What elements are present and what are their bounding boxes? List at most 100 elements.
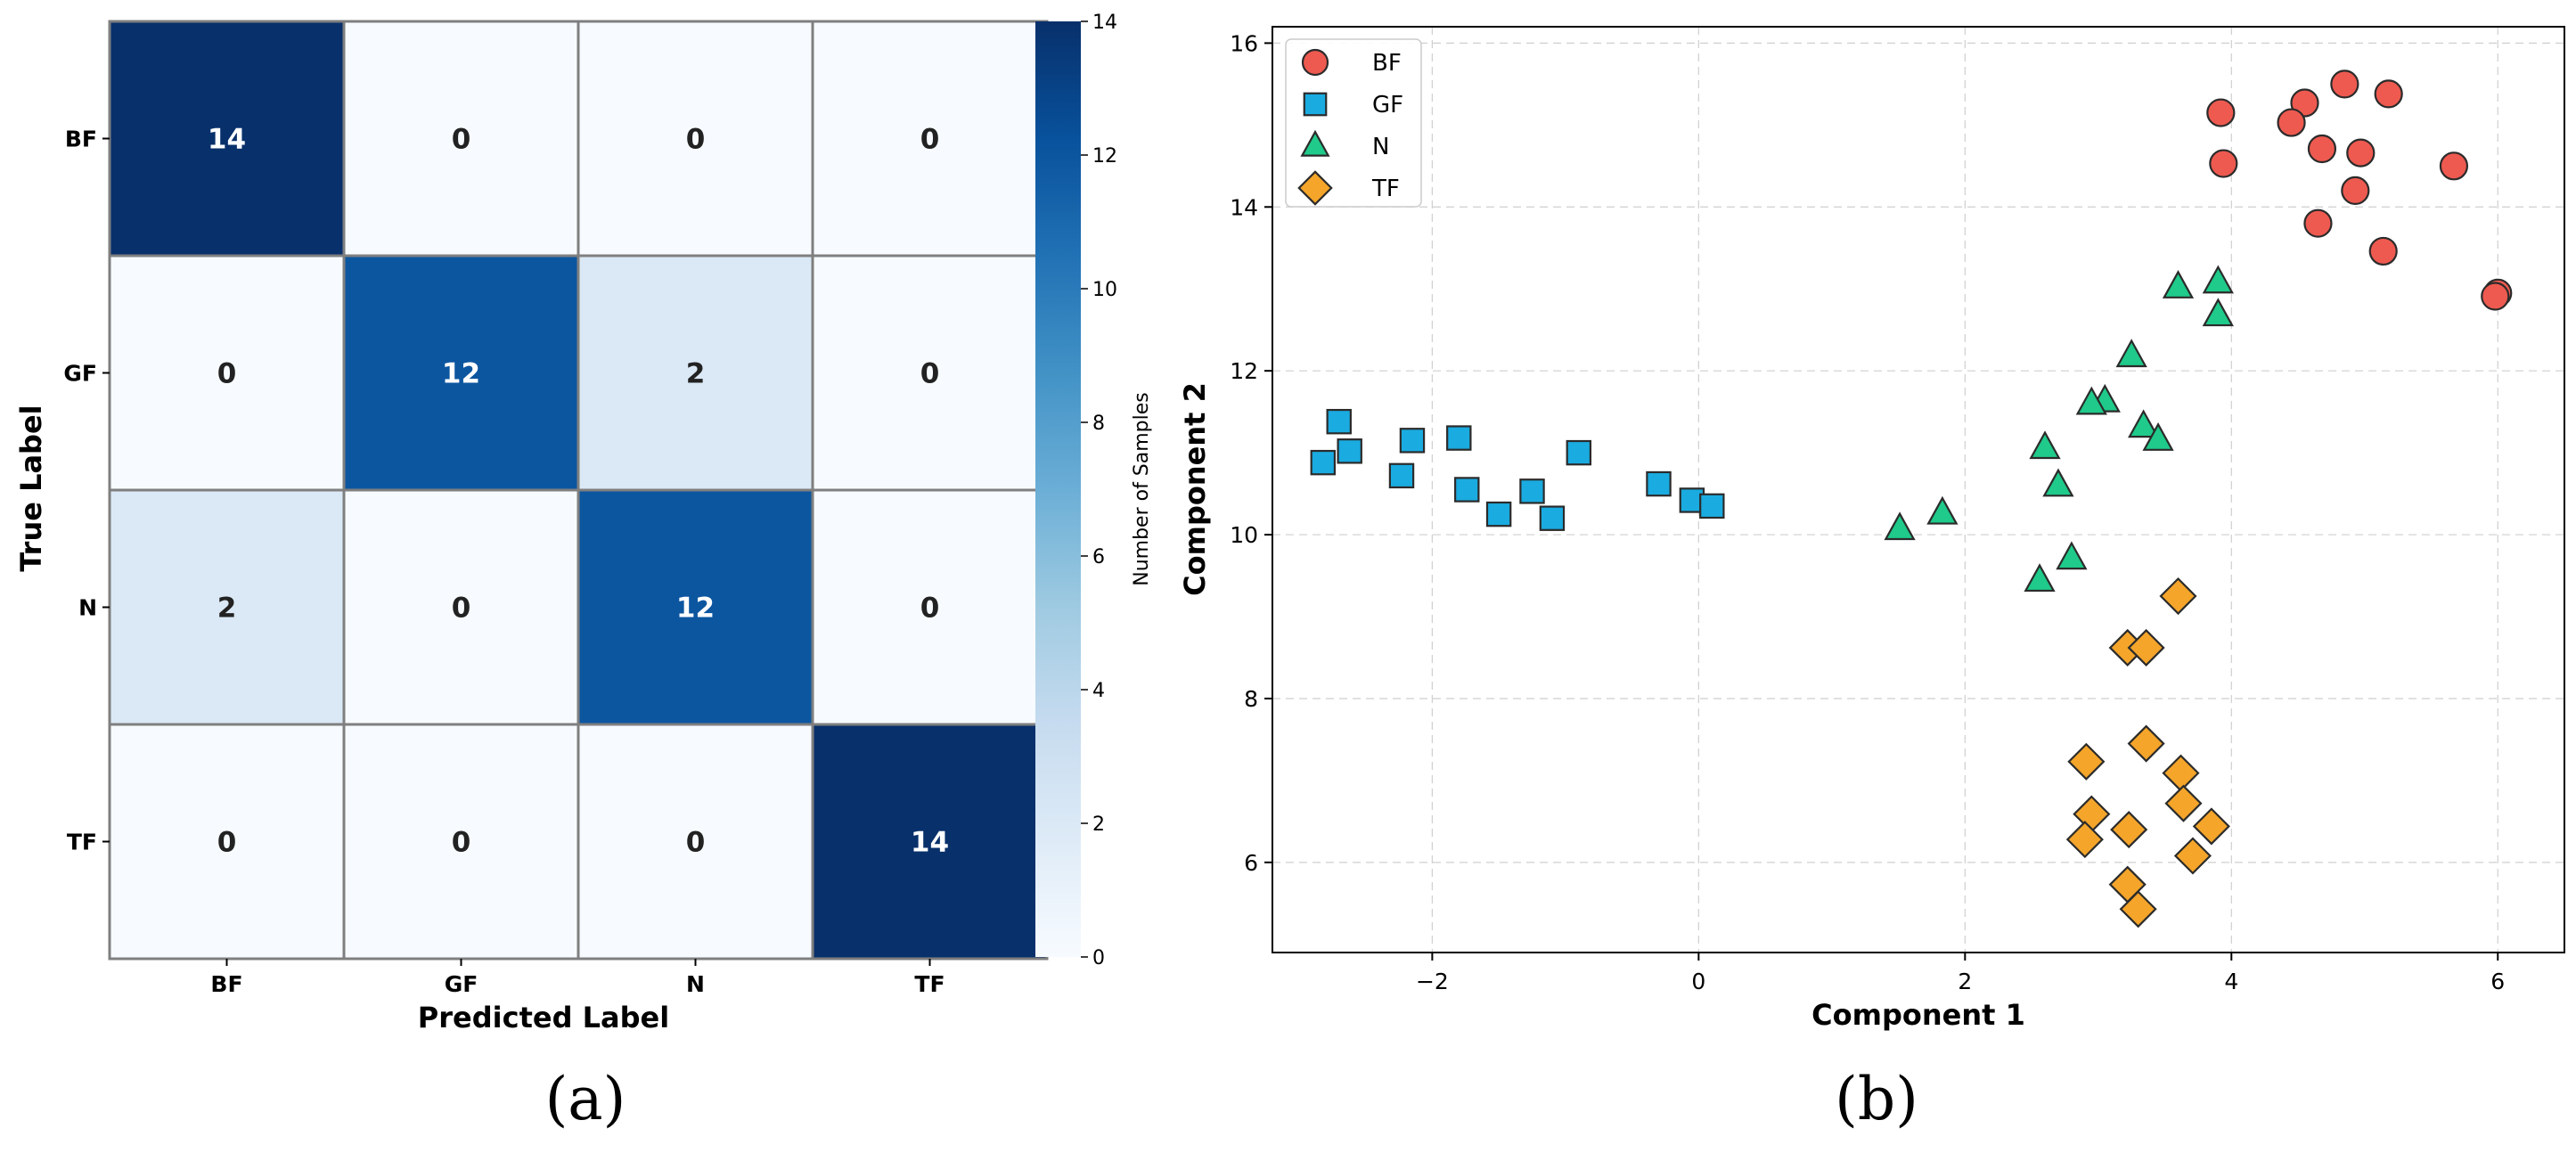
heatmap-cell-value: 12 xyxy=(442,358,480,390)
scatter-x-tick-label: 2 xyxy=(1958,969,1972,994)
heatmap-y-axis-label: True Label xyxy=(14,405,48,571)
heatmap-cell xyxy=(577,254,814,492)
scatter-y-tick-label: 6 xyxy=(1244,850,1258,876)
heatmap-cell xyxy=(342,723,580,961)
series-gf xyxy=(1310,408,1725,531)
heatmap-cell-value: 0 xyxy=(920,358,940,390)
point-gf xyxy=(1485,501,1512,527)
series-n xyxy=(1884,265,2234,593)
point-n xyxy=(2024,563,2056,593)
legend-items: BF GF N TF xyxy=(1297,48,1403,206)
point-gf xyxy=(1539,505,1566,531)
heatmap-cell-value: 0 xyxy=(452,593,471,625)
legend-label-gf: GF xyxy=(1372,92,1403,119)
scatter-y-ticks: 6 8 10 12 14 16 xyxy=(1230,30,1272,876)
embedding-scatter-panel: −2 0 2 4 6 6 8 10 12 14 16 Component 1 Component … xyxy=(1178,26,2565,1133)
point-bf xyxy=(2330,70,2359,99)
heatmap-cell-value: 0 xyxy=(920,124,940,156)
point-bf xyxy=(2346,138,2376,168)
heatmap-y-tick-label: BF xyxy=(65,127,97,152)
colorbar-tick-label: 0 xyxy=(1092,947,1105,969)
heatmap-x-tick-labels: BF GF N TF xyxy=(210,959,945,997)
point-n xyxy=(2162,270,2195,298)
heatmap-cell xyxy=(811,20,1049,258)
scatter-gridlines xyxy=(1272,27,2564,953)
point-gf xyxy=(1646,470,1672,497)
heatmap-cell-value: 14 xyxy=(208,124,246,156)
point-bf xyxy=(2206,98,2236,127)
colorbar-tick-label: 14 xyxy=(1092,12,1117,34)
point-gf xyxy=(1446,425,1472,451)
legend-marker-tf xyxy=(1297,170,1333,206)
heatmap-x-tick-label: BF xyxy=(210,971,242,997)
colorbar-gradient xyxy=(1035,21,1081,957)
scatter-x-axis-label: Component 1 xyxy=(1811,998,2025,1032)
point-gf xyxy=(1310,449,1337,476)
point-n xyxy=(1926,495,1959,525)
heatmap-cell xyxy=(811,254,1049,492)
point-gf xyxy=(1399,428,1426,454)
point-bf xyxy=(2374,79,2403,109)
legend-label-n: N xyxy=(1372,134,1389,160)
point-tf xyxy=(2065,821,2104,859)
point-gf xyxy=(1566,439,1592,466)
scatter-x-tick-label: 4 xyxy=(2224,969,2238,994)
colorbar-tick-label: 8 xyxy=(1092,413,1105,435)
scatter-x-tick-label: 6 xyxy=(2490,969,2505,994)
point-gf xyxy=(1519,478,1545,504)
scatter-x-tick-label: 0 xyxy=(1691,969,1705,994)
point-bf xyxy=(2481,282,2510,311)
heatmap-cell-value: 0 xyxy=(920,593,940,625)
heatmap-cell-value: 0 xyxy=(686,124,706,156)
heatmap-cell xyxy=(342,488,580,726)
heatmap-cell xyxy=(577,723,814,961)
point-n xyxy=(2142,422,2174,451)
panel-label-a: (a) xyxy=(545,1065,626,1133)
legend-label-tf: TF xyxy=(1371,176,1400,202)
point-bf xyxy=(2303,209,2333,238)
confusion-matrix-panel: 14 0 0 0 0 12 2 0 2 0 12 0 0 0 0 14 BF GF N TF BF GF N TF Pre… xyxy=(14,12,1153,1133)
point-n xyxy=(2202,298,2234,327)
colorbar-tick-label: 4 xyxy=(1092,680,1105,702)
point-gf xyxy=(1454,477,1480,503)
point-bf xyxy=(2290,88,2319,118)
heatmap-cell xyxy=(577,20,814,258)
point-tf xyxy=(2127,628,2165,667)
heatmap-cell-value: 0 xyxy=(686,827,706,859)
heatmap-cell-value: 12 xyxy=(676,593,715,625)
point-gf xyxy=(1326,408,1352,435)
point-tf xyxy=(2192,807,2230,846)
colorbar-ticks: 0 2 4 6 8 10 12 14 xyxy=(1081,12,1117,969)
legend-marker-gf xyxy=(1303,92,1328,117)
heatmap-y-tick-label: GF xyxy=(63,361,97,387)
colorbar: 0 2 4 6 8 10 12 14 Number of Samples xyxy=(1035,12,1153,969)
point-n xyxy=(2075,386,2107,415)
heatmap-x-tick-label: N xyxy=(686,971,705,997)
scatter-y-tick-label: 8 xyxy=(1244,686,1258,712)
scatter-axes-frame xyxy=(1272,26,2565,953)
heatmap-y-tick-label: N xyxy=(78,595,97,621)
scatter-points xyxy=(1310,70,2513,928)
scatter-y-tick-label: 10 xyxy=(1230,522,1258,548)
colorbar-tick-label: 2 xyxy=(1092,814,1105,836)
point-n xyxy=(2115,339,2147,368)
heatmap-x-axis-label: Predicted Label xyxy=(418,1001,669,1034)
point-bf xyxy=(2277,108,2306,137)
series-tf xyxy=(2065,576,2230,928)
point-tf xyxy=(2159,576,2197,616)
heatmap-cell xyxy=(108,488,346,726)
point-n xyxy=(2042,468,2074,497)
point-gf xyxy=(1388,462,1415,489)
scatter-y-tick-label: 14 xyxy=(1230,194,1258,220)
heatmap-cell-value: 0 xyxy=(217,827,237,859)
heatmap-cell-value: 0 xyxy=(452,124,471,156)
heatmap-cell xyxy=(108,723,346,961)
colorbar-label: Number of Samples xyxy=(1131,392,1153,586)
point-tf xyxy=(2127,724,2165,763)
heatmap-cell-value: 0 xyxy=(217,358,237,390)
point-tf xyxy=(2110,811,2148,849)
point-bf xyxy=(2341,176,2370,205)
heatmap-y-tick-labels: BF GF N TF xyxy=(63,127,110,855)
heatmap-cell xyxy=(577,488,814,726)
